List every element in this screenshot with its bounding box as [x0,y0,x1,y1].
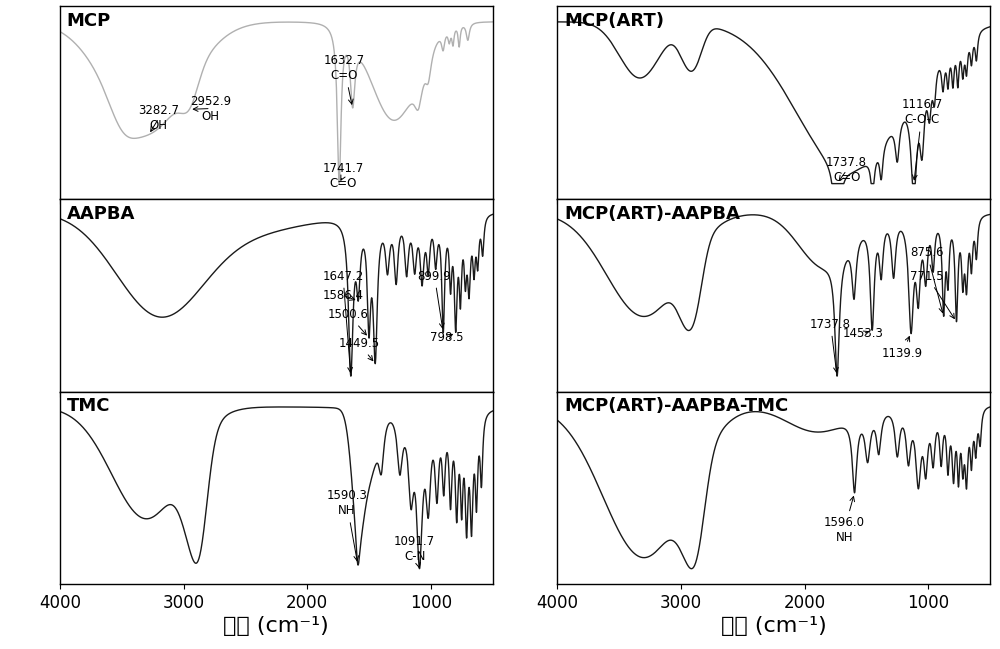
Text: 1741.7
C=O: 1741.7 C=O [322,162,364,190]
Text: 1632.7
C=O: 1632.7 C=O [324,54,365,104]
Text: MCP(ART)-AAPBA-TMC: MCP(ART)-AAPBA-TMC [564,397,788,415]
Text: 1449.5: 1449.5 [339,337,380,361]
Text: AAPBA: AAPBA [66,205,135,223]
Text: MCP(ART): MCP(ART) [564,12,664,31]
Text: 875.6: 875.6 [910,247,944,313]
Text: 1647.2: 1647.2 [322,269,364,373]
Text: 1586.4: 1586.4 [323,289,364,302]
Text: 1139.9: 1139.9 [882,337,923,360]
Text: 1116.7
C-O-C: 1116.7 C-O-C [901,99,943,180]
Text: 1500.6: 1500.6 [328,308,369,335]
Text: 1590.3
NH: 1590.3 NH [326,489,367,561]
Text: 3282.7
OH: 3282.7 OH [138,104,179,132]
Text: MCP: MCP [66,12,111,31]
Text: TMC: TMC [66,397,110,415]
Text: 1596.0
NH: 1596.0 NH [824,496,865,545]
X-axis label: 波数 (cm⁻¹): 波数 (cm⁻¹) [223,616,329,636]
Text: 798.5: 798.5 [430,331,464,344]
Text: MCP(ART)-AAPBA: MCP(ART)-AAPBA [564,205,740,223]
Text: 1737.8: 1737.8 [810,317,851,373]
Text: 1453.3: 1453.3 [842,327,883,340]
Text: 2952.9
OH: 2952.9 OH [190,95,231,123]
Text: 899.9: 899.9 [418,269,451,328]
X-axis label: 波数 (cm⁻¹): 波数 (cm⁻¹) [721,616,827,636]
Text: 1737.8
C=O: 1737.8 C=O [826,156,867,184]
Text: 1091.7
C-N: 1091.7 C-N [394,535,435,567]
Text: 771.5: 771.5 [910,269,954,319]
